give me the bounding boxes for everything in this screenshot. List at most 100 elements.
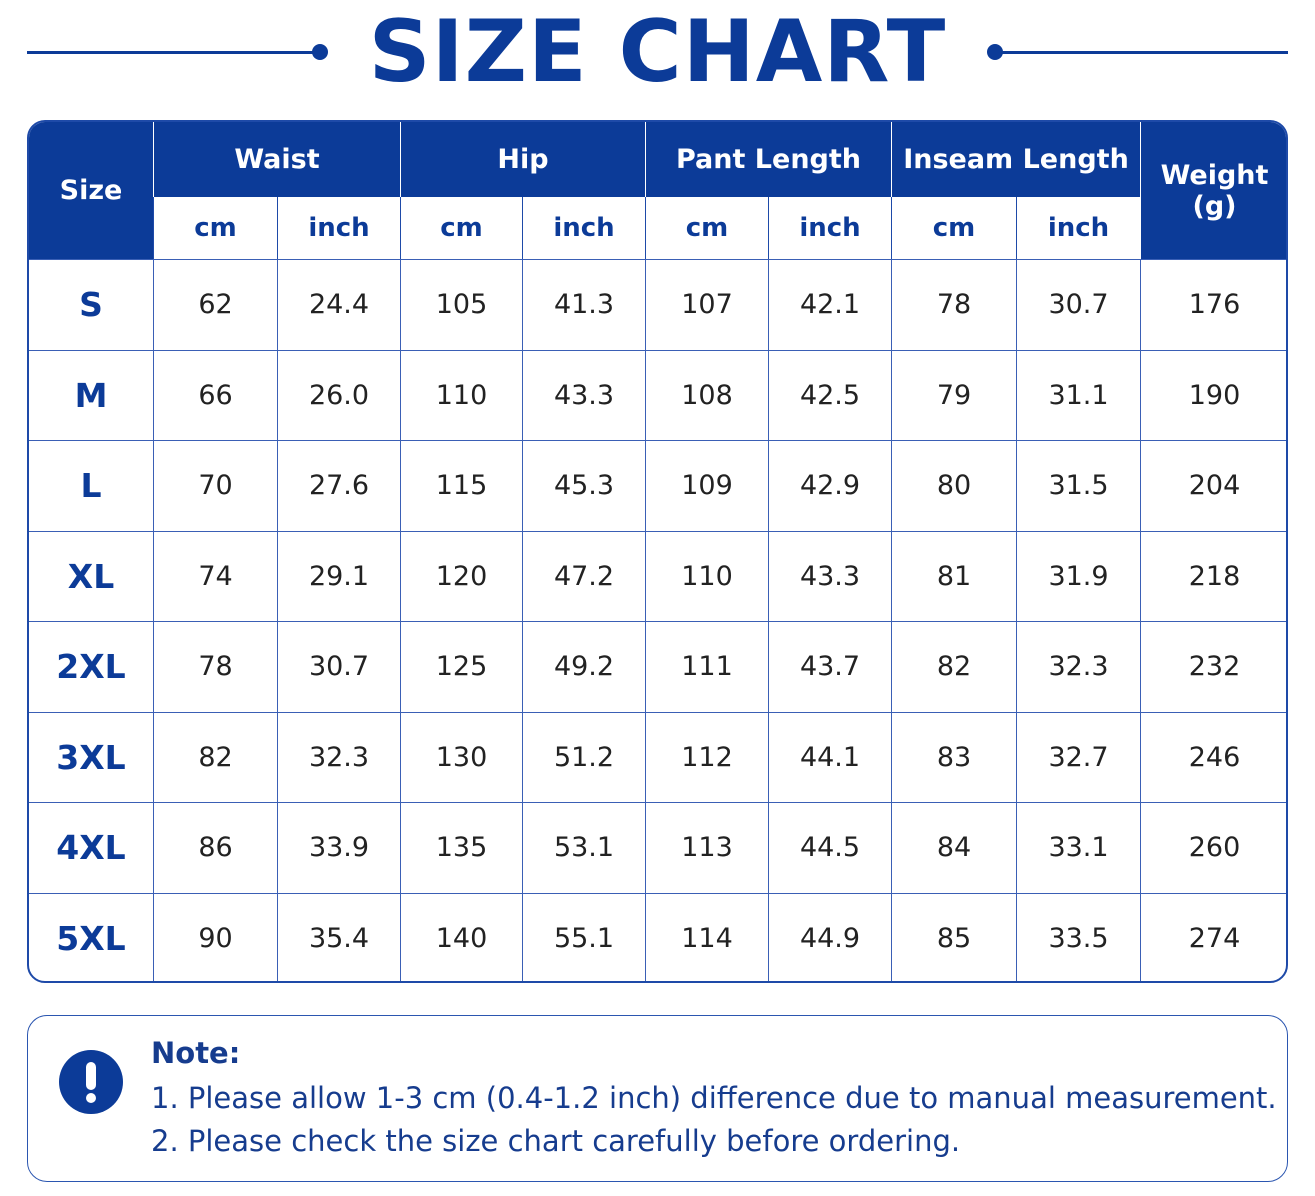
cell-value: 135 [400,802,522,893]
cell-value: 41.3 [522,259,645,350]
size-label: 5XL [29,892,153,982]
unit-header: cm [400,197,522,259]
cell-value: 107 [645,259,768,350]
cell-value: 82 [153,711,277,802]
title: SIZE CHART [368,2,947,102]
cell-value: 113 [645,802,768,893]
cell-value: 31.1 [1016,349,1140,440]
weight-header: Weight (g) [1140,122,1286,259]
cell-value: 109 [645,440,768,531]
cell-value: 110 [645,530,768,621]
cell-value: 110 [400,349,522,440]
cell-value: 246 [1140,711,1286,802]
cell-value: 79 [891,349,1016,440]
cell-value: 114 [645,892,768,981]
unit-header: inch [768,197,891,259]
cell-value: 111 [645,621,768,712]
cell-value: 80 [891,440,1016,531]
cell-value: 62 [153,259,277,350]
note-box [27,1015,1288,1182]
cell-value: 33.5 [1016,892,1140,981]
group-header: Pant Length [645,122,891,197]
cell-value: 27.6 [277,440,400,531]
note-line: 1. Please allow 1-3 cm (0.4-1.2 inch) di… [151,1081,1277,1115]
cell-value: 74 [153,530,277,621]
size-table: Size Waist cm inch Hip cm inch Pant Length cm inc… [27,120,1288,983]
cell-value: 204 [1140,440,1286,531]
cell-value: 274 [1140,892,1286,981]
cell-value: 32.3 [277,711,400,802]
title-dot [312,44,328,60]
cell-value: 33.1 [1016,802,1140,893]
cell-value: 55.1 [522,892,645,981]
cell-value: 70 [153,440,277,531]
cell-value: 32.3 [1016,621,1140,712]
cell-value: 42.9 [768,440,891,531]
icon-bar [86,1062,96,1090]
cell-value: 125 [400,621,522,712]
cell-value: 32.7 [1016,711,1140,802]
group-header: Inseam Length [891,122,1140,197]
cell-value: 120 [400,530,522,621]
cell-value: 42.1 [768,259,891,350]
cell-value: 105 [400,259,522,350]
cell-value: 84 [891,802,1016,893]
cell-value: 90 [153,892,277,981]
cell-value: 66 [153,349,277,440]
cell-value: 86 [153,802,277,893]
icon-dot [86,1093,96,1103]
unit-header: inch [522,197,645,259]
cell-value: 44.9 [768,892,891,981]
size-label: 4XL [29,802,153,893]
cell-value: 31.5 [1016,440,1140,531]
cell-value: 47.2 [522,530,645,621]
cell-value: 30.7 [1016,259,1140,350]
note-line: 2. Please check the size chart carefully… [151,1124,961,1158]
unit-header: cm [645,197,768,259]
cell-value: 29.1 [277,530,400,621]
cell-value: 45.3 [522,440,645,531]
size-label: 2XL [29,621,153,712]
cell-value: 140 [400,892,522,981]
cell-value: 33.9 [277,802,400,893]
unit-header: cm [153,197,277,259]
note-heading: Note: [151,1036,241,1070]
group-header: Hip [400,122,645,197]
cell-value: 112 [645,711,768,802]
size-label: M [29,349,153,441]
alert-icon [59,1050,123,1114]
cell-value: 78 [153,621,277,712]
cell-value: 218 [1140,530,1286,621]
cell-value: 35.4 [277,892,400,981]
size-label: 3XL [29,711,153,803]
cell-value: 43.7 [768,621,891,712]
size-header: Size [29,122,153,259]
group-header: Waist [153,122,400,197]
cell-value: 42.5 [768,349,891,440]
cell-value: 31.9 [1016,530,1140,621]
cell-value: 30.7 [277,621,400,712]
cell-value: 26.0 [277,349,400,440]
unit-header: cm [891,197,1016,259]
cell-value: 85 [891,892,1016,981]
cell-value: 81 [891,530,1016,621]
cell-value: 43.3 [768,530,891,621]
size-label: S [29,259,153,350]
cell-value: 260 [1140,802,1286,893]
cell-value: 49.2 [522,621,645,712]
cell-value: 130 [400,711,522,802]
cell-value: 108 [645,349,768,440]
unit-header: inch [277,197,400,259]
cell-value: 82 [891,621,1016,712]
title-rule [27,51,319,54]
cell-value: 115 [400,440,522,531]
cell-value: 24.4 [277,259,400,350]
cell-value: 83 [891,711,1016,802]
title-rule [995,51,1288,54]
cell-value: 232 [1140,621,1286,712]
size-label: XL [29,530,153,622]
cell-value: 176 [1140,259,1286,350]
cell-value: 78 [891,259,1016,350]
cell-value: 44.5 [768,802,891,893]
